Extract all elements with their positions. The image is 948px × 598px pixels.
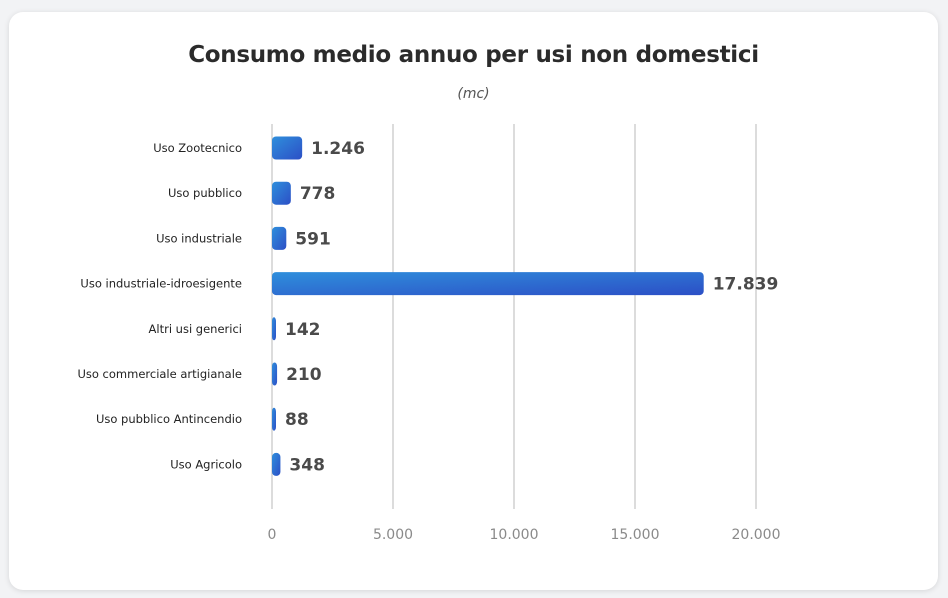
x-tick-label: 20.000 bbox=[732, 527, 781, 543]
value-label: 348 bbox=[289, 455, 325, 475]
x-tick-label: 15.000 bbox=[611, 527, 660, 543]
grid-lines bbox=[271, 124, 757, 509]
bar-chart: Uso Zootecnico Uso pubblico Uso industrial… bbox=[77, 124, 781, 543]
value-label: 1.246 bbox=[311, 139, 365, 159]
bar bbox=[272, 272, 704, 296]
bar bbox=[272, 452, 281, 476]
x-tick-label: 0 bbox=[268, 527, 277, 543]
category-label: Uso Zootecnico bbox=[153, 141, 242, 155]
chart-title: Consumo medio annuo per usi non domestic… bbox=[188, 42, 759, 68]
value-label: 88 bbox=[285, 410, 309, 430]
value-label: 210 bbox=[286, 365, 322, 385]
bar bbox=[272, 226, 287, 250]
value-label: 778 bbox=[300, 184, 336, 204]
category-label: Uso Agricolo bbox=[170, 457, 242, 471]
value-label: 17.839 bbox=[713, 275, 779, 295]
value-label: 591 bbox=[295, 229, 331, 249]
chart-card: Consumo medio annuo per usi non domestic… bbox=[9, 12, 938, 590]
category-label: Uso pubblico bbox=[168, 186, 242, 200]
x-tick-label: 5.000 bbox=[373, 527, 413, 543]
value-labels: 1.246 778 591 17.839 142 210 88 348 bbox=[285, 139, 778, 475]
category-label: Uso industriale bbox=[156, 231, 242, 245]
value-label: 142 bbox=[285, 320, 321, 340]
x-tick-label: 10.000 bbox=[490, 527, 539, 543]
category-label: Altri usi generici bbox=[149, 322, 242, 336]
bars bbox=[272, 136, 704, 476]
bar bbox=[272, 407, 276, 431]
chart-subtitle: (mc) bbox=[457, 86, 490, 102]
x-axis-ticks: 0 5.000 10.000 15.000 20.000 bbox=[268, 527, 781, 543]
category-label: Uso industriale-idroesigente bbox=[80, 277, 242, 291]
bar bbox=[272, 136, 303, 160]
bar bbox=[272, 317, 276, 341]
bar bbox=[272, 362, 278, 386]
bar bbox=[272, 181, 291, 205]
category-label: Uso pubblico Antincendio bbox=[96, 412, 242, 426]
category-label: Uso commerciale artigianale bbox=[77, 367, 242, 381]
category-labels: Uso Zootecnico Uso pubblico Uso industrial… bbox=[77, 141, 242, 471]
